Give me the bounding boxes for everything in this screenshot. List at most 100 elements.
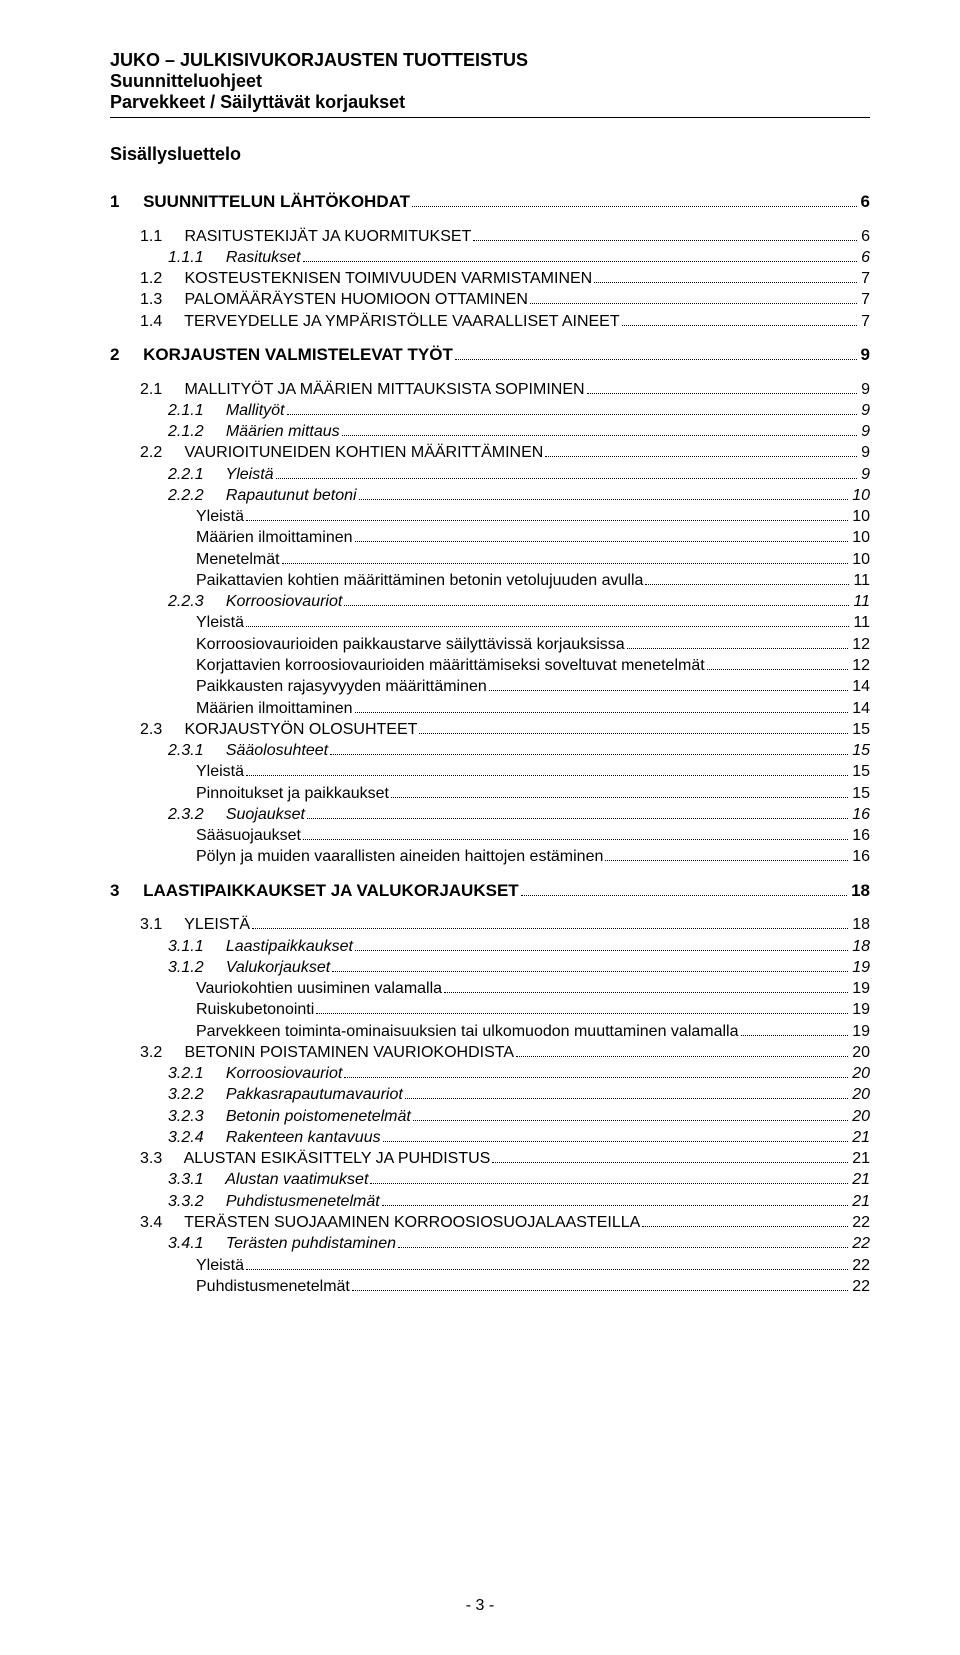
- toc-entry-label: 2.3.1 Sääolosuhteet: [168, 740, 328, 761]
- toc-dot-leader: [587, 393, 858, 394]
- toc-entry-label: Korjattavien korroosiovaurioiden määritt…: [196, 655, 705, 676]
- toc-entry-page: 20: [850, 1063, 870, 1084]
- toc-entry-page: 18: [850, 914, 870, 935]
- toc-entry-page: 20: [850, 1042, 870, 1063]
- toc-entry-label: 3.2.2 Pakkasrapautumavauriot: [168, 1084, 403, 1105]
- toc-entry-label: 3.3.1 Alustan vaatimukset: [168, 1169, 368, 1190]
- toc-entry-page: 22: [850, 1233, 870, 1254]
- toc-dot-leader: [246, 1269, 848, 1270]
- toc-dot-leader: [344, 605, 849, 606]
- toc-entry-label: 1 SUUNNITTELUN LÄHTÖKOHDAT: [110, 191, 410, 214]
- toc-entry-label: Parvekkeen toiminta-ominaisuuksien tai u…: [196, 1021, 739, 1042]
- toc-dot-leader: [412, 206, 857, 207]
- toc-entry: Korroosiovaurioiden paikkaustarve säilyt…: [196, 634, 870, 655]
- toc-entry: 3.2.1 Korroosiovauriot20: [168, 1063, 870, 1084]
- toc-entry-page: 11: [851, 612, 870, 633]
- toc-entry-label: 3.2.4 Rakenteen kantavuus: [168, 1127, 381, 1148]
- toc-entry-page: 9: [859, 464, 870, 485]
- toc-dot-leader: [741, 1035, 849, 1036]
- toc-entry: Pinnoitukset ja paikkaukset15: [196, 783, 870, 804]
- toc-dot-leader: [707, 669, 849, 670]
- toc-entry: 2.1.2 Määrien mittaus9: [168, 421, 870, 442]
- toc-dot-leader: [370, 1183, 848, 1184]
- toc-dot-leader: [382, 1205, 849, 1206]
- toc-dot-leader: [521, 895, 847, 896]
- toc-entry-page: 10: [850, 506, 870, 527]
- toc-entry: Yleistä22: [196, 1255, 870, 1276]
- toc-dot-leader: [605, 860, 848, 861]
- table-of-contents: 1 SUUNNITTELUN LÄHTÖKOHDAT61.1 RASITUSTE…: [110, 191, 870, 1297]
- toc-entry: Sääsuojaukset16: [196, 825, 870, 846]
- toc-entry-page: 7: [859, 289, 870, 310]
- toc-dot-leader: [383, 1141, 849, 1142]
- toc-entry-page: 21: [850, 1127, 870, 1148]
- toc-entry: Paikkausten rajasyvyyden määrittäminen 14: [196, 676, 870, 697]
- toc-entry-label: 2 KORJAUSTEN VALMISTELEVAT TYÖT: [110, 344, 453, 367]
- toc-entry-label: 2.1.1 Mallityöt: [168, 400, 285, 421]
- toc-dot-leader: [492, 1162, 848, 1163]
- toc-dot-leader: [516, 1056, 848, 1057]
- toc-entry: 3.2.2 Pakkasrapautumavauriot20: [168, 1084, 870, 1105]
- toc-entry-label: Sääsuojaukset: [196, 825, 301, 846]
- toc-entry-label: Vauriokohtien uusiminen valamalla: [196, 978, 442, 999]
- toc-dot-leader: [316, 1013, 848, 1014]
- toc-entry-page: 19: [850, 957, 870, 978]
- toc-entry-label: Ruiskubetonointi: [196, 999, 314, 1020]
- toc-entry-page: 15: [850, 740, 870, 761]
- toc-entry: 3.2.3 Betonin poistomenetelmät20: [168, 1106, 870, 1127]
- toc-entry-label: 2.2.3 Korroosiovauriot: [168, 591, 342, 612]
- toc-entry-label: 2.3 KORJAUSTYÖN OLOSUHTEET: [140, 719, 417, 740]
- toc-entry: 2.2.1 Yleistä9: [168, 464, 870, 485]
- toc-entry-page: 6: [859, 247, 870, 268]
- toc-entry-label: 1.4 TERVEYDELLE JA YMPÄRISTÖLLE VAARALLI…: [140, 311, 620, 332]
- toc-entry-label: Yleistä: [196, 612, 244, 633]
- toc-dot-leader: [287, 414, 858, 415]
- toc-entry: 3.1 YLEISTÄ18: [140, 914, 870, 935]
- toc-entry-label: Yleistä: [196, 506, 244, 527]
- toc-entry: Parvekkeen toiminta-ominaisuuksien tai u…: [196, 1021, 870, 1042]
- toc-dot-leader: [413, 1120, 848, 1121]
- toc-entry-page: 21: [850, 1191, 870, 1212]
- toc-entry-page: 15: [850, 761, 870, 782]
- toc-entry-page: 10: [850, 527, 870, 548]
- toc-entry-page: 6: [859, 191, 870, 214]
- toc-entry-page: 20: [850, 1106, 870, 1127]
- toc-entry: 2.3.1 Sääolosuhteet 15: [168, 740, 870, 761]
- toc-dot-leader: [627, 648, 849, 649]
- toc-entry: Pölyn ja muiden vaarallisten aineiden ha…: [196, 846, 870, 867]
- toc-entry-page: 11: [851, 570, 870, 591]
- toc-dot-leader: [303, 261, 858, 262]
- toc-entry: Määrien ilmoittaminen14: [196, 698, 870, 719]
- toc-entry-page: 16: [850, 846, 870, 867]
- toc-entry-page: 22: [850, 1255, 870, 1276]
- toc-entry-page: 19: [850, 978, 870, 999]
- toc-entry: Yleistä 10: [196, 506, 870, 527]
- toc-dot-leader: [330, 754, 848, 755]
- toc-entry-label: Yleistä: [196, 761, 244, 782]
- toc-dot-leader: [246, 520, 848, 521]
- toc-entry-label: Korroosiovaurioiden paikkaustarve säilyt…: [196, 634, 625, 655]
- toc-entry-page: 12: [850, 655, 870, 676]
- toc-entry-page: 21: [850, 1148, 870, 1169]
- toc-entry-label: Määrien ilmoittaminen: [196, 698, 353, 719]
- toc-entry-page: 7: [859, 311, 870, 332]
- toc-dot-leader: [419, 733, 848, 734]
- toc-entry: 1.1 RASITUSTEKIJÄT JA KUORMITUKSET6: [140, 226, 870, 247]
- toc-entry: 1.2 KOSTEUSTEKNISEN TOIMIVUUDEN VARMISTA…: [140, 268, 870, 289]
- toc-dot-leader: [642, 1226, 848, 1227]
- toc-dot-leader: [489, 690, 848, 691]
- toc-dot-leader: [398, 1247, 848, 1248]
- toc-entry-page: 14: [850, 676, 870, 697]
- toc-dot-leader: [344, 1077, 848, 1078]
- toc-entry: 3.4.1 Terästen puhdistaminen22: [168, 1233, 870, 1254]
- toc-dot-leader: [530, 303, 857, 304]
- toc-dot-leader: [332, 971, 848, 972]
- toc-entry-label: Paikkausten rajasyvyyden määrittäminen: [196, 676, 487, 697]
- toc-entry: Paikattavien kohtien määrittäminen beton…: [196, 570, 870, 591]
- toc-entry-label: 1.1 RASITUSTEKIJÄT JA KUORMITUKSET: [140, 226, 471, 247]
- toc-entry: 3.2.4 Rakenteen kantavuus 21: [168, 1127, 870, 1148]
- toc-entry: 1.3 PALOMÄÄRÄYSTEN HUOMIOON OTTAMINEN7: [140, 289, 870, 310]
- toc-title: Sisällysluettelo: [110, 144, 870, 165]
- toc-entry-label: 3 LAASTIPAIKKAUKSET JA VALUKORJAUKSET: [110, 880, 519, 903]
- toc-entry: Määrien ilmoittaminen10: [196, 527, 870, 548]
